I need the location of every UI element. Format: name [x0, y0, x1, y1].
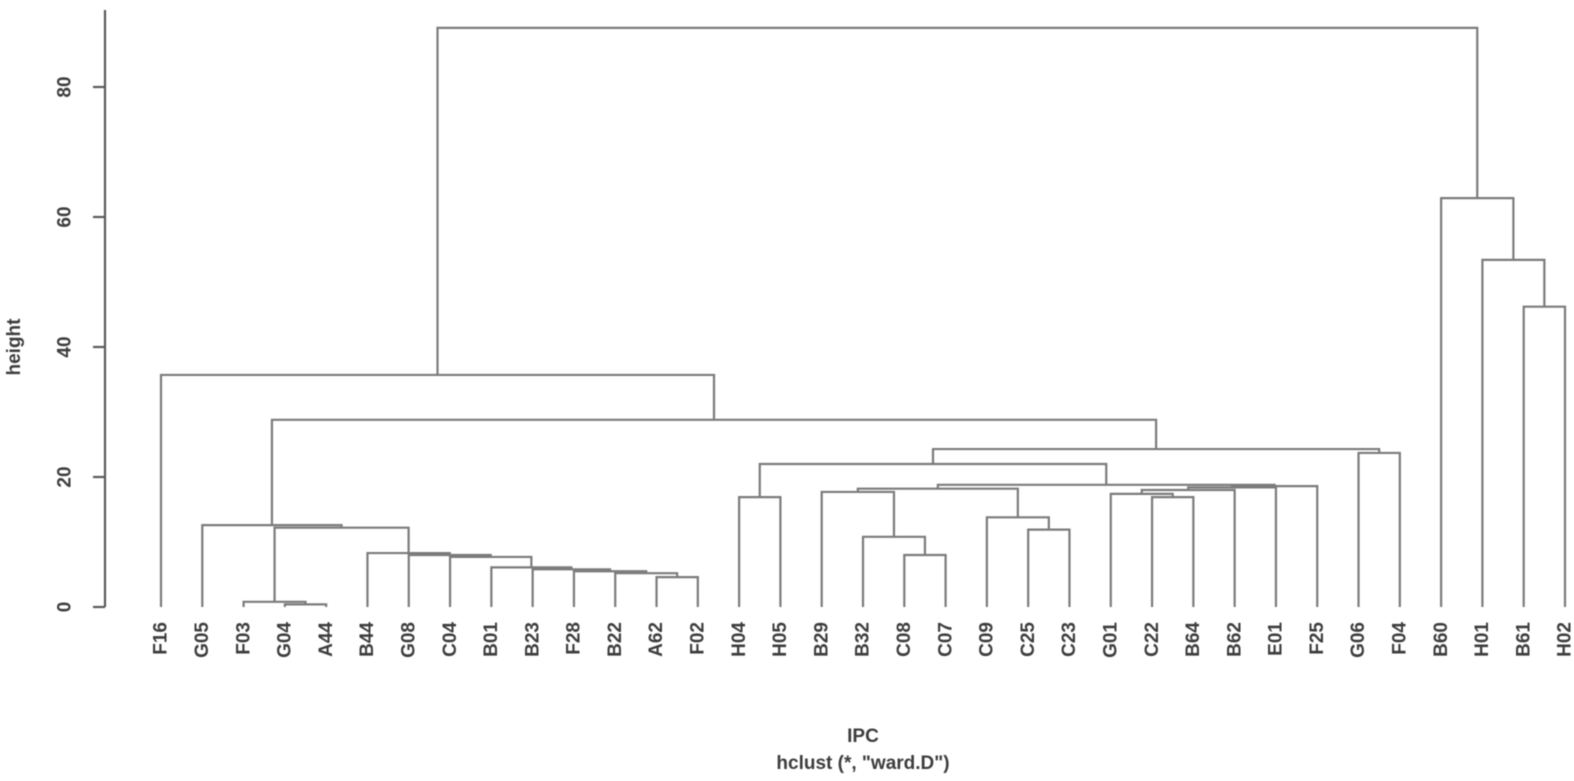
x-axis-title: IPC — [847, 726, 879, 747]
leaf-label: G04 — [275, 622, 296, 658]
leaf-label: A62 — [646, 622, 667, 657]
merge-link — [201, 524, 343, 607]
merge-link — [572, 570, 648, 607]
leaf-label: C04 — [440, 622, 461, 657]
leaf-label: F25 — [1307, 622, 1328, 655]
merge-link — [985, 516, 1050, 607]
merge-link — [614, 572, 679, 607]
leaf-label: A44 — [316, 622, 337, 657]
merge-link — [655, 576, 699, 607]
merge-link — [531, 568, 612, 607]
leaf-label: C23 — [1059, 622, 1080, 657]
leaf-label: H04 — [729, 622, 750, 657]
merge-link — [270, 418, 1158, 526]
leaf-label: C09 — [977, 622, 998, 657]
leaf-label: C25 — [1018, 622, 1039, 657]
merge-link — [490, 566, 573, 607]
merge-link — [820, 490, 896, 607]
y-tick-label: 80 — [54, 76, 75, 97]
leaf-label: G01 — [1100, 622, 1121, 658]
leaf-label: B60 — [1431, 622, 1452, 657]
y-tick-label: 0 — [54, 602, 75, 613]
y-tick-label: 20 — [54, 466, 75, 487]
leaf-label: B61 — [1513, 622, 1534, 657]
y-tick-label: 40 — [54, 336, 75, 357]
merge-link — [1140, 488, 1236, 607]
merge-link — [1150, 496, 1195, 607]
merge-link — [436, 26, 1479, 375]
merge-link — [1481, 258, 1546, 607]
leaf-label: G06 — [1348, 622, 1369, 658]
y-tick-label: 60 — [54, 206, 75, 227]
leaf-label: F03 — [233, 622, 254, 655]
leaf-label: F28 — [564, 622, 585, 655]
leaf-label: C07 — [935, 622, 956, 657]
leaf-label: B29 — [811, 622, 832, 657]
leaf-label: B62 — [1224, 622, 1245, 657]
merge-link — [1187, 486, 1278, 607]
leaf-label: E01 — [1266, 622, 1287, 656]
leaf-label: H05 — [770, 622, 791, 657]
clustering-method-caption: hclust (*, "ward.D") — [776, 753, 950, 774]
merge-link — [273, 526, 410, 602]
leaf-label: B44 — [357, 622, 378, 657]
leaf-label: H01 — [1472, 622, 1493, 657]
leaf-label: F04 — [1390, 622, 1411, 655]
leaf-label: B23 — [522, 622, 543, 657]
leaf-label: C08 — [894, 622, 915, 657]
merge-link — [283, 603, 328, 607]
leaf-label: C22 — [1142, 622, 1163, 657]
merge-link — [1357, 451, 1401, 607]
merge-link — [861, 535, 927, 607]
merge-link — [758, 462, 1108, 498]
leaf-label: B22 — [605, 622, 626, 657]
y-axis-title: height — [4, 318, 25, 376]
merge-link — [903, 553, 947, 607]
leaf-label: G05 — [192, 622, 213, 658]
merge-link — [931, 447, 1381, 464]
leaf-label: B01 — [481, 622, 502, 657]
leaf-label: G08 — [398, 622, 419, 658]
leaf-label: H02 — [1555, 622, 1574, 657]
leaf-label: B64 — [1183, 622, 1204, 657]
merge-link — [1522, 305, 1567, 607]
merge-link — [1109, 492, 1174, 607]
merge-link — [1230, 485, 1319, 607]
merge-link — [738, 496, 782, 607]
merge-link — [1027, 528, 1071, 607]
leaf-label: F02 — [688, 622, 709, 655]
leaf-label: B32 — [853, 622, 874, 657]
leaf-label: F16 — [151, 622, 172, 655]
